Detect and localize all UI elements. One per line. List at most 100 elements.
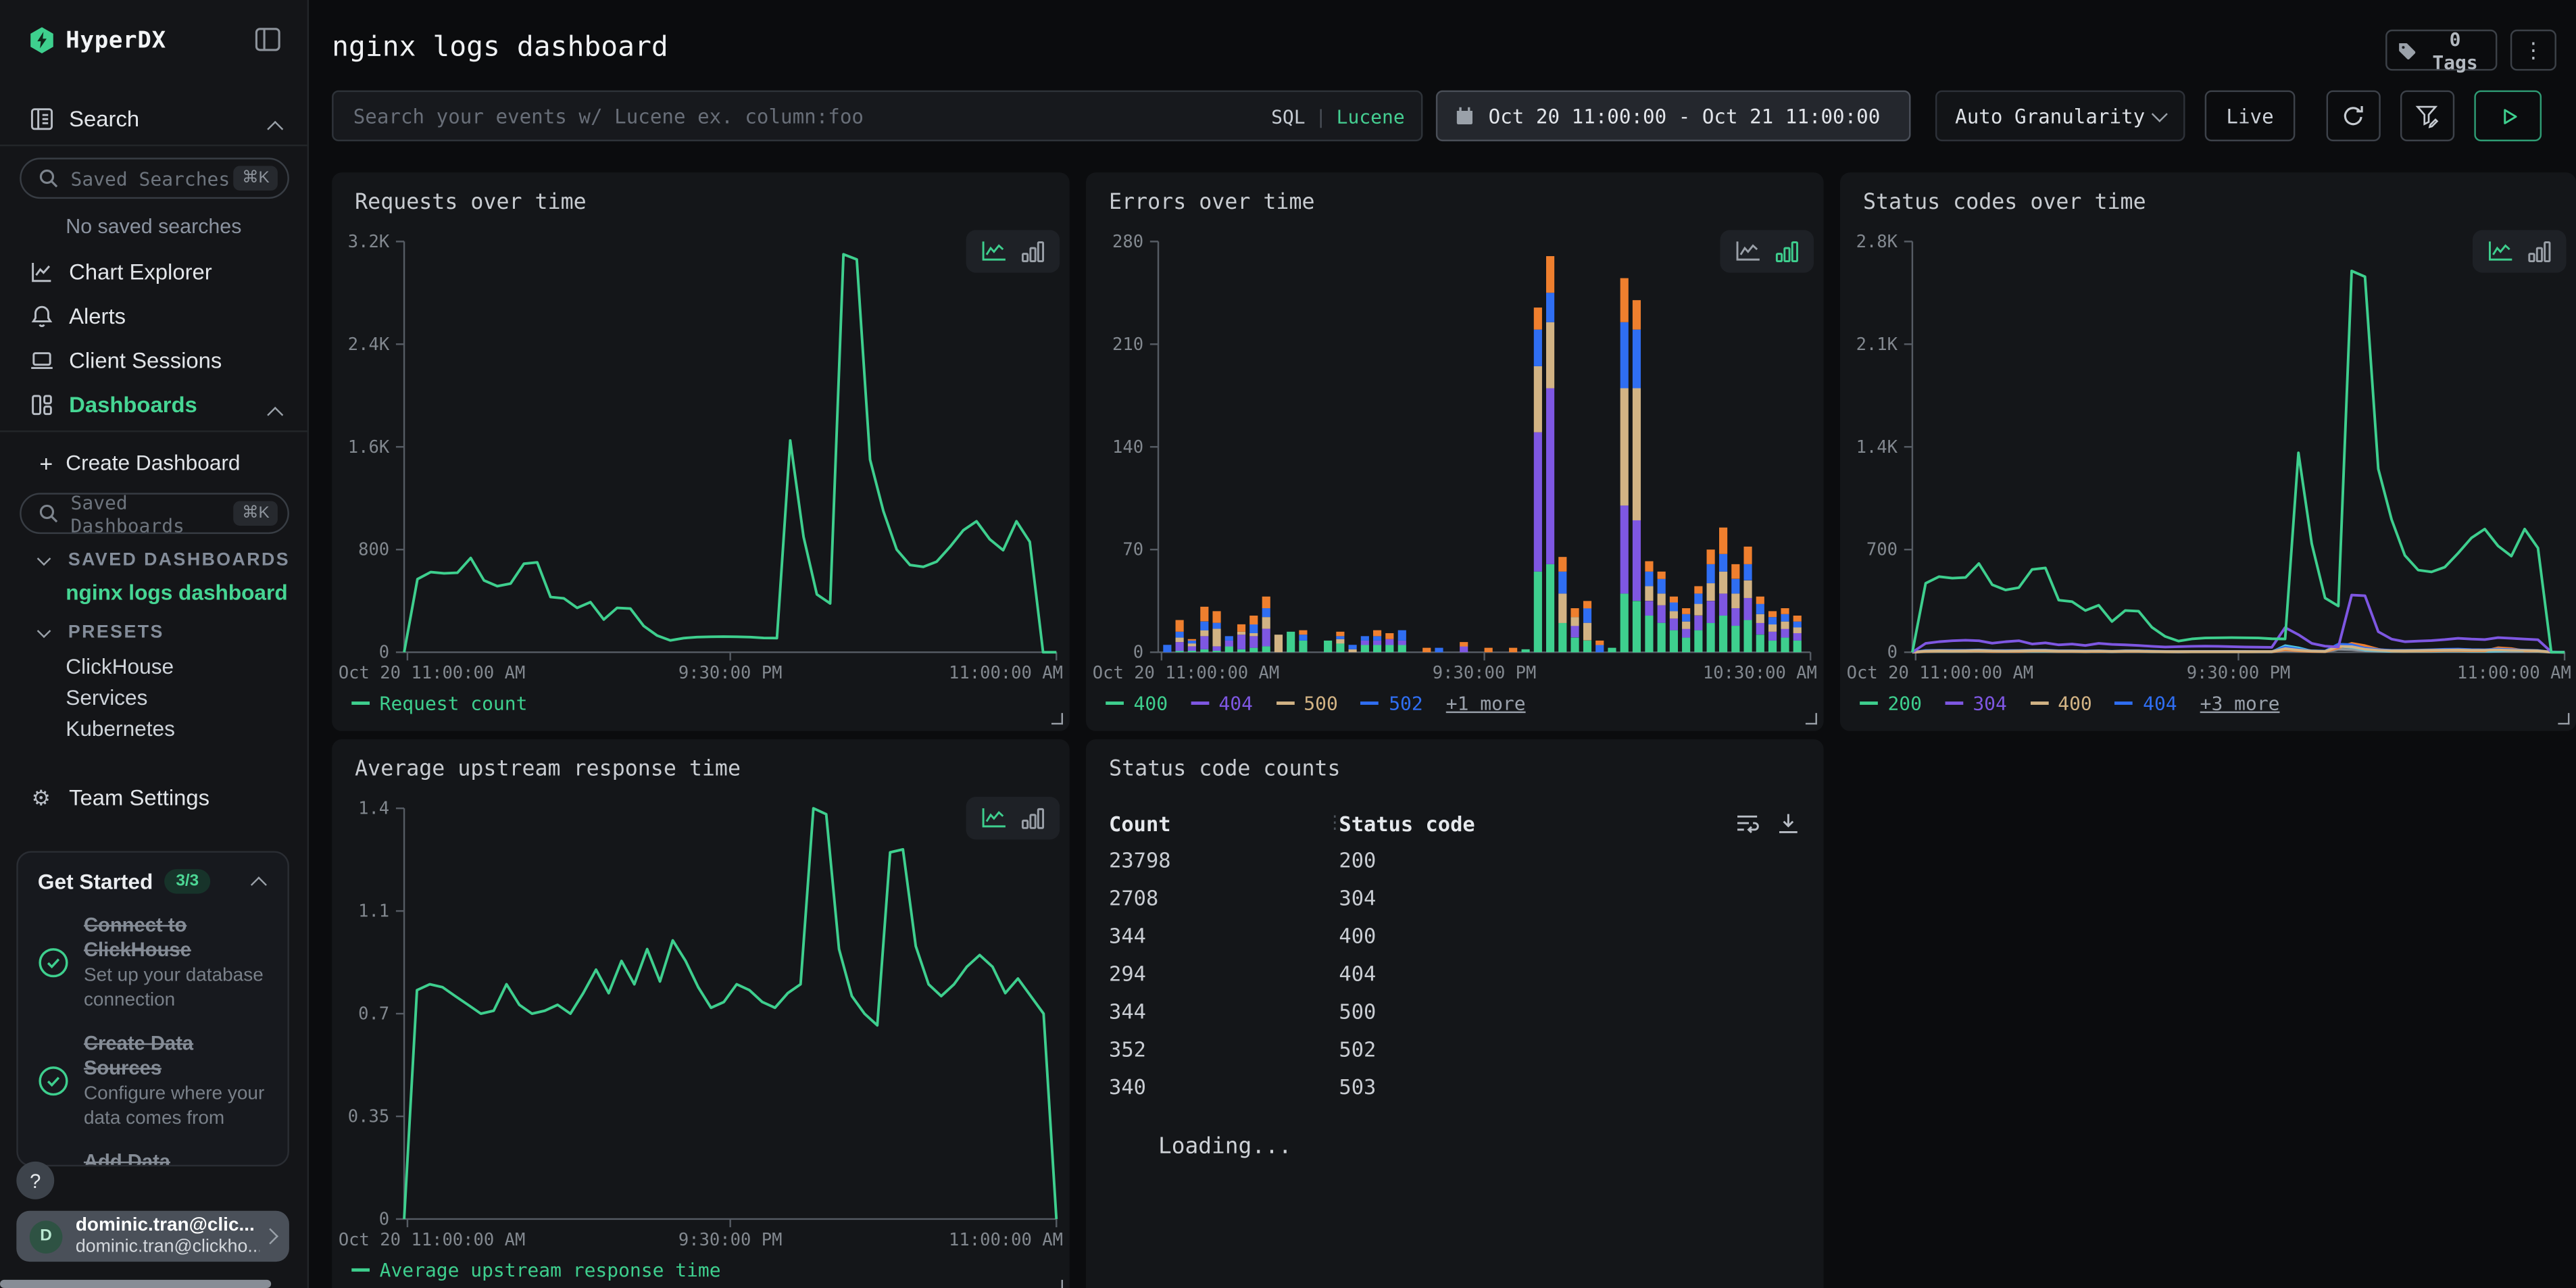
table-header-count[interactable]: Count: [1109, 812, 1171, 836]
table-header-status-code[interactable]: Status code: [1339, 812, 1475, 836]
cell-status: 404: [1339, 961, 1376, 985]
filter-button[interactable]: [2400, 91, 2454, 141]
chevron-up-icon[interactable]: [270, 399, 281, 429]
errors-bar-chart[interactable]: 280210140700Oct 20 11:00:00 AM9:30:00 PM…: [1086, 172, 1824, 731]
table-row: 294 404: [1086, 961, 1824, 999]
svg-text:0: 0: [1133, 643, 1143, 663]
checklist-item-data-sources[interactable]: Create Data Sources Configure where your…: [38, 1032, 268, 1131]
get-started-progress-badge: 3/3: [164, 869, 210, 893]
svg-text:Oct 20 11:00:00 AM: Oct 20 11:00:00 AM: [339, 663, 526, 683]
series-200: [1912, 271, 2565, 652]
shortcut-badge: ⌘K: [234, 501, 278, 526]
lucene-toggle[interactable]: Lucene: [1337, 104, 1405, 127]
requests-line-chart[interactable]: 3.2K2.4K1.6K8000Oct 20 11:00:00 AM9:30:0…: [332, 172, 1070, 731]
chevron-up-icon[interactable]: [251, 876, 267, 893]
cell-count: 344: [1109, 923, 1146, 947]
saved-searches-input[interactable]: Saved Searches ⌘K: [20, 157, 289, 199]
sidebar-item-team-settings[interactable]: ⚙ Team Settings: [0, 776, 307, 820]
event-search-input[interactable]: [350, 103, 1271, 129]
svg-text:140: 140: [1112, 437, 1143, 457]
sidebar-item-dashboards[interactable]: Dashboards: [0, 382, 307, 427]
legend-swatch: [351, 701, 370, 705]
section-presets[interactable]: PRESETS: [0, 620, 307, 646]
chart-legend: 200304400404+3 more: [1860, 692, 2279, 715]
divider: [0, 430, 307, 432]
legend-label: 404: [1218, 692, 1253, 715]
sql-toggle[interactable]: SQL: [1271, 104, 1306, 127]
svg-text:0: 0: [1887, 643, 1898, 663]
series-Request count: [404, 254, 1056, 652]
tag-icon: [2397, 39, 2416, 61]
sidebar: HyperDX Search Saved Searches ⌘K No save…: [0, 0, 309, 1288]
dashboards-grid-icon: [28, 392, 54, 418]
resize-handle[interactable]: [1806, 713, 1817, 724]
section-saved-dashboards[interactable]: SAVED DASHBOARDS: [0, 547, 307, 574]
saved-searches-placeholder: Saved Searches: [71, 167, 234, 190]
granularity-select[interactable]: Auto Granularity: [1935, 91, 2185, 141]
svg-text:2.8K: 2.8K: [1856, 232, 1898, 252]
wrap-text-icon[interactable]: [1735, 812, 1759, 836]
chart-legend: Average upstream response time: [351, 1258, 720, 1281]
sidebar-item-chart-explorer[interactable]: Chart Explorer: [0, 250, 307, 295]
collapse-sidebar-icon[interactable]: [255, 26, 284, 56]
cell-count: 344: [1109, 999, 1146, 1023]
legend-more-link[interactable]: +3 more: [2200, 692, 2280, 715]
panel-menu-button[interactable]: ⋮: [2510, 30, 2556, 71]
checklist-item-connect[interactable]: Connect to ClickHouse Set up your databa…: [38, 914, 268, 1012]
saved-dashboards-input[interactable]: Saved Dashboards ⌘K: [20, 493, 289, 534]
shortcut-badge: ⌘K: [234, 166, 278, 191]
checklist-item-add-data[interactable]: Add Data Start sending logs, metrics, or…: [38, 1150, 268, 1166]
legend-item: Average upstream response time: [351, 1258, 720, 1281]
tags-button[interactable]: 0 Tags: [2385, 30, 2497, 71]
sidebar-item-alerts[interactable]: Alerts: [0, 294, 307, 339]
no-saved-searches-text: No saved searches: [66, 215, 241, 238]
user-menu[interactable]: D dominic.tran@clic... dominic.tran@clic…: [16, 1211, 289, 1262]
refresh-button[interactable]: [2327, 91, 2381, 141]
sidebar-item-client-sessions[interactable]: Client Sessions: [0, 339, 307, 383]
panel-title: Status code counts: [1109, 758, 1341, 782]
sidebar-item-label: Alerts: [69, 304, 126, 328]
svg-text:800: 800: [358, 540, 389, 560]
legend-more-link[interactable]: +1 more: [1446, 692, 1526, 715]
cell-status: 500: [1339, 999, 1376, 1023]
event-search-bar: SQL | Lucene: [332, 91, 1422, 141]
sidebar-item-services[interactable]: Services: [66, 685, 147, 710]
live-button[interactable]: Live: [2205, 91, 2296, 141]
resize-handle[interactable]: [1051, 713, 1063, 724]
status-codes-line-chart[interactable]: 2.8K2.1K1.4K7000Oct 20 11:00:00 AM9:30:0…: [1840, 172, 2576, 731]
series-304: [1912, 595, 2565, 653]
svg-text:0: 0: [379, 1209, 389, 1229]
time-range-picker[interactable]: Oct 20 11:00:00 - Oct 21 11:00:00: [1436, 91, 1911, 141]
chevron-down-icon: [38, 624, 51, 637]
run-query-button[interactable]: [2474, 91, 2542, 141]
avg-upstream-line-chart[interactable]: 1.41.10.70.350Oct 20 11:00:00 AM9:30:00 …: [332, 739, 1070, 1288]
svg-text:9:30:00 PM: 9:30:00 PM: [678, 663, 783, 683]
svg-text:9:30:00 PM: 9:30:00 PM: [1433, 663, 1537, 683]
resize-handle[interactable]: [2558, 713, 2569, 724]
create-dashboard-button[interactable]: + Create Dashboard: [0, 441, 307, 485]
sidebar-item-nginx-logs-dashboard[interactable]: nginx logs dashboard: [66, 580, 287, 604]
legend-swatch: [351, 1268, 370, 1272]
help-button[interactable]: ?: [16, 1162, 54, 1199]
sidebar-scrollbar[interactable]: [0, 1280, 271, 1288]
sidebar-item-kubernetes[interactable]: Kubernetes: [66, 716, 175, 741]
chevron-up-icon[interactable]: [270, 114, 281, 143]
legend-item: 404: [2115, 692, 2177, 715]
divider: [0, 145, 307, 146]
sidebar-item-label: Client Sessions: [69, 348, 222, 372]
checklist-subtitle: Set up your database connection: [84, 964, 268, 1012]
resize-handle[interactable]: [1051, 1280, 1063, 1288]
sidebar-item-clickhouse[interactable]: ClickHouse: [66, 654, 174, 678]
cell-count: 294: [1109, 961, 1146, 985]
user-email: dominic.tran@clickho...: [76, 1237, 259, 1257]
legend-label: 200: [1887, 692, 1922, 715]
table-row: 344 500: [1086, 999, 1824, 1037]
svg-text:0.35: 0.35: [348, 1107, 389, 1127]
sidebar-item-search[interactable]: Search: [0, 97, 307, 141]
panel-status-codes-over-time: Status codes over time 2.8K2.1K1.4K7000O…: [1840, 172, 2576, 731]
svg-text:210: 210: [1112, 335, 1143, 355]
section-label: PRESETS: [68, 622, 164, 642]
download-icon[interactable]: [1776, 812, 1800, 836]
hyperdx-app: HyperDX Search Saved Searches ⌘K No save…: [0, 0, 2576, 1288]
legend-item: 502: [1361, 692, 1423, 715]
